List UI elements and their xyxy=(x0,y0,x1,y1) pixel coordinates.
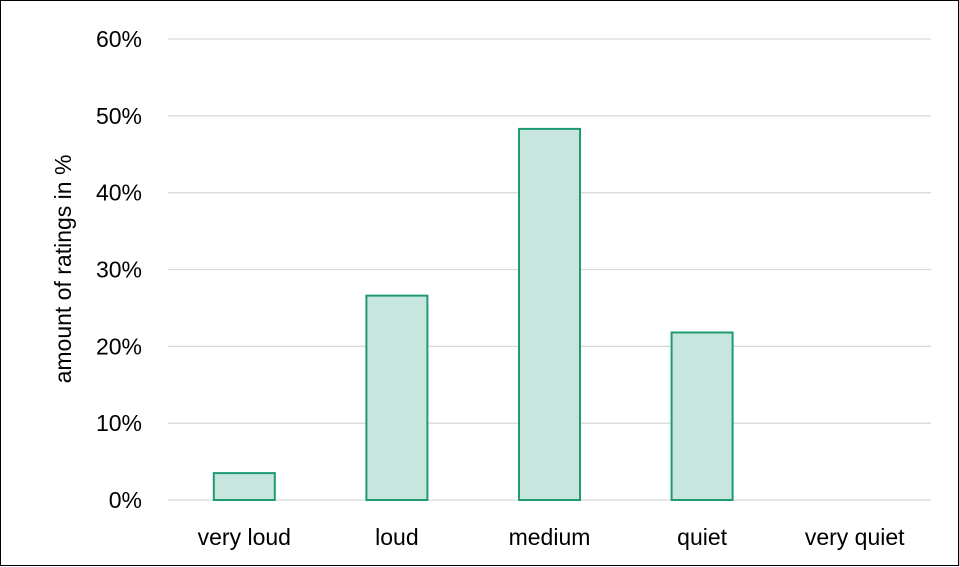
y-tick-label: 60% xyxy=(96,26,142,52)
x-tick-label: medium xyxy=(509,524,591,550)
y-tick-label: 20% xyxy=(96,333,142,359)
bars xyxy=(212,127,734,502)
y-tick-label: 10% xyxy=(96,410,142,436)
y-axis-title: amount of ratings in % xyxy=(50,155,76,384)
bar-medium xyxy=(518,127,581,502)
x-tick-label: loud xyxy=(375,524,418,550)
bar-very-loud xyxy=(212,472,276,502)
bar-quiet xyxy=(670,331,734,501)
x-tick-label: very loud xyxy=(198,524,291,550)
bar-loud xyxy=(365,294,429,501)
y-tick-label: 50% xyxy=(96,103,142,129)
y-tick-labels: 0% 10% 20% 30% 40% 50% 60% xyxy=(96,26,142,513)
x-tick-labels: very loud loud medium quiet very quiet xyxy=(198,524,906,550)
y-tick-label: 40% xyxy=(96,180,142,206)
x-tick-label: very quiet xyxy=(805,524,905,550)
y-tick-label: 30% xyxy=(96,257,142,283)
y-tick-label: 0% xyxy=(109,487,142,513)
x-tick-label: quiet xyxy=(677,524,727,550)
